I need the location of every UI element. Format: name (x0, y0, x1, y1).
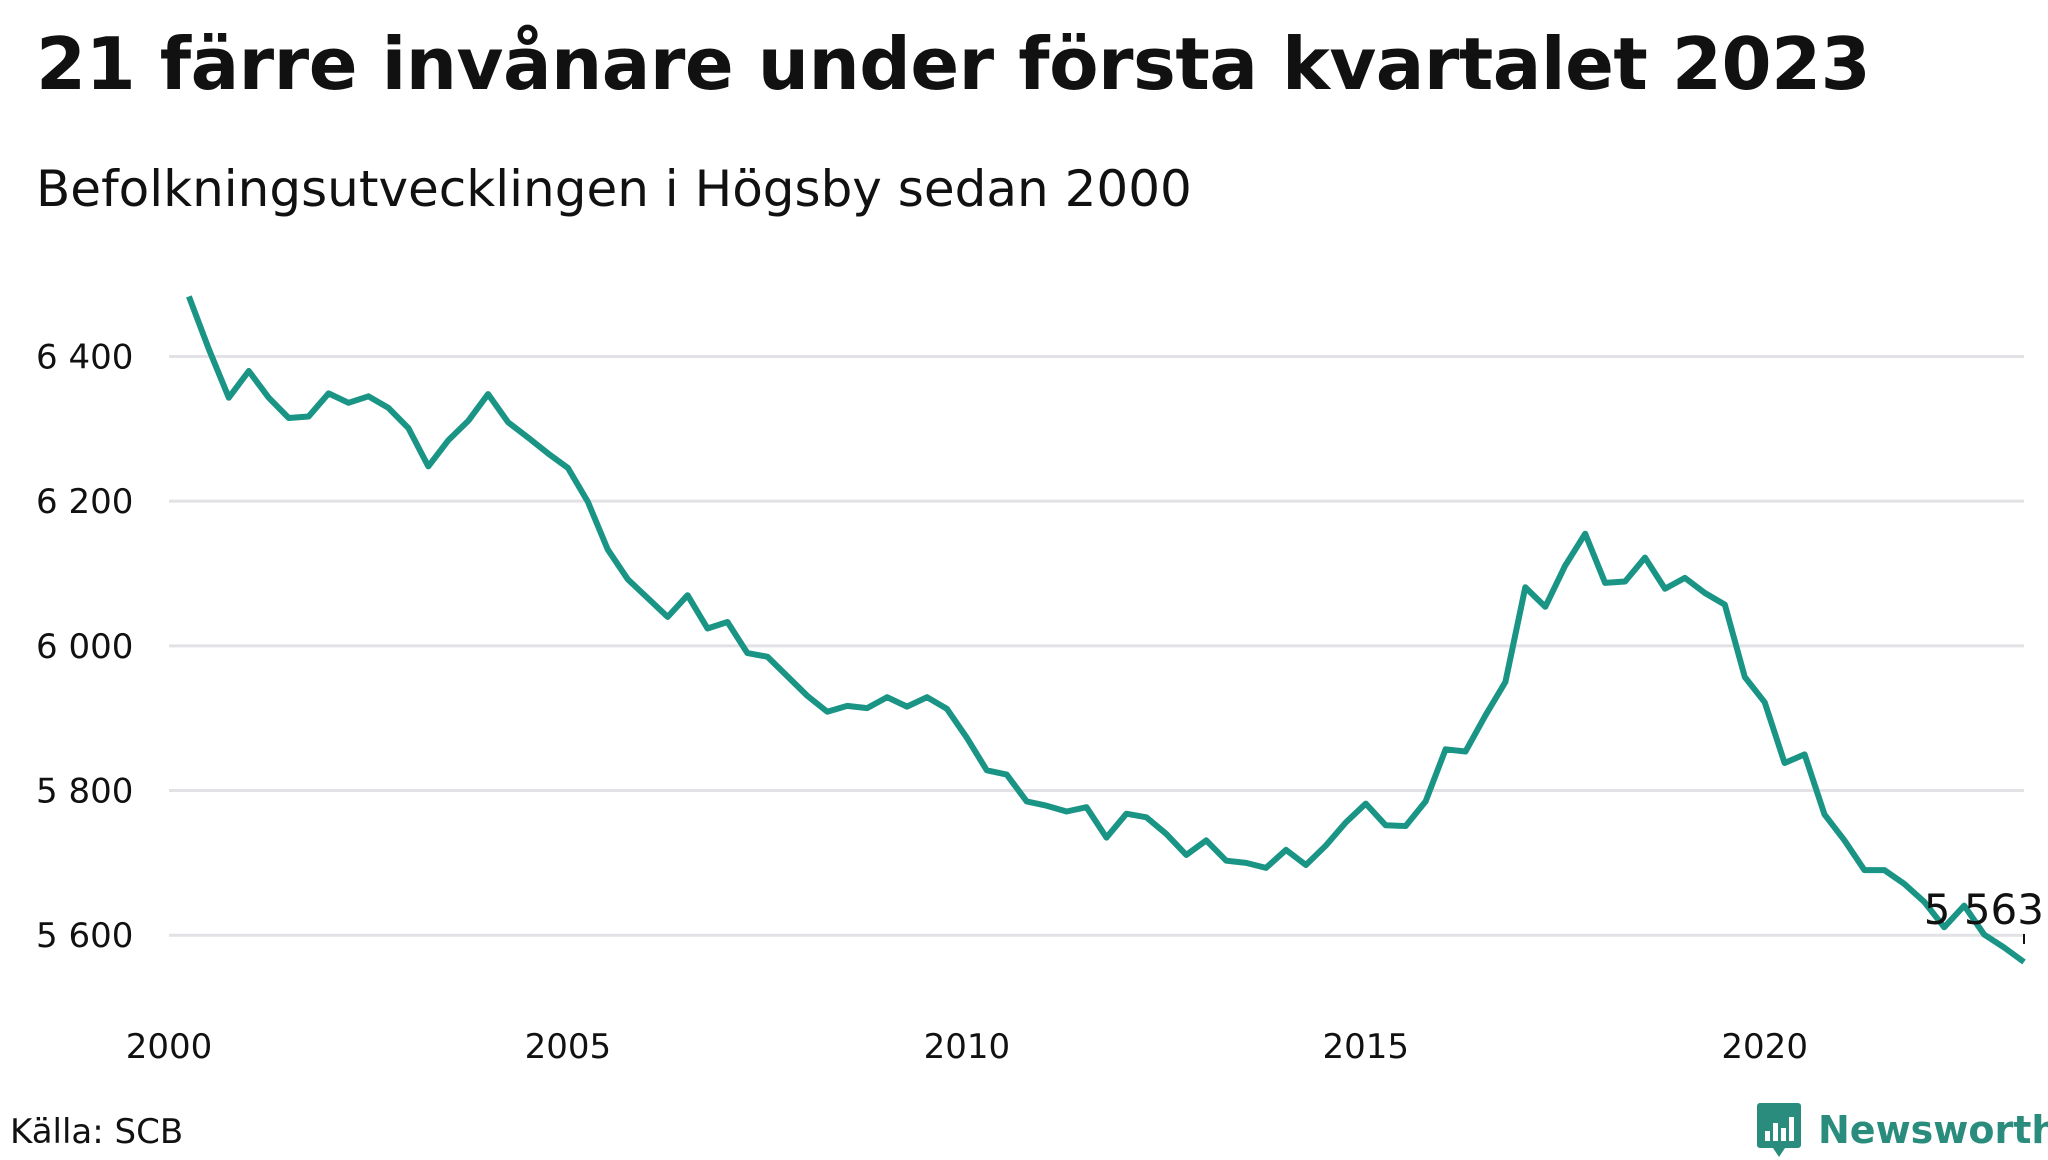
x-tick-label: 2005 (525, 1027, 612, 1067)
bar-chart-speech-bubble-icon (1757, 1103, 1801, 1157)
series-layer (186, 295, 2026, 965)
x-tick-label: 2015 (1323, 1027, 1410, 1067)
brand-name: Newsworthy (1818, 1108, 2048, 1152)
end-value-label: 5 563 (1924, 885, 2044, 934)
y-tick-label: 5 800 (36, 772, 133, 812)
y-tick-label: 6 400 (36, 337, 133, 377)
chart-subtitle: Befolkningsutvecklingen i Högsby sedan 2… (36, 160, 1192, 218)
y-tick-label: 5 600 (36, 916, 133, 956)
annotation-layer: 5 563 (1924, 885, 2044, 944)
x-axis-tick-labels: 2000 2005 2010 2015 2020 (126, 1027, 1808, 1067)
gridlines (169, 354, 2024, 937)
source-note: Källa: SCB (10, 1112, 184, 1152)
x-tick-label: 2010 (924, 1027, 1011, 1067)
y-axis-tick-labels: 5 600 5 800 6 000 6 200 6 400 (36, 337, 133, 956)
y-tick-label: 6 200 (36, 482, 133, 522)
x-tick-label: 2000 (126, 1027, 213, 1067)
series-line (186, 295, 2026, 965)
x-tick-label: 2020 (1721, 1027, 1808, 1067)
y-tick-label: 6 000 (36, 627, 133, 667)
brand-logo: Newsworthy (1756, 1100, 2048, 1160)
chart-title: 21 färre invånare under första kvartalet… (36, 22, 1871, 106)
